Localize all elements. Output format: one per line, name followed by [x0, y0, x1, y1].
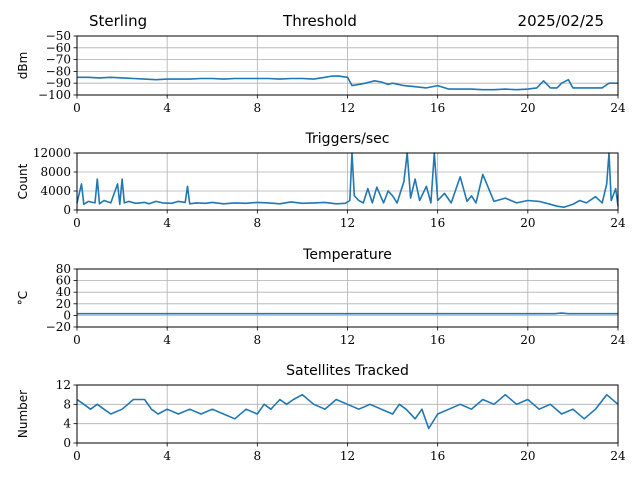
series-line — [77, 312, 618, 315]
x-tick-label: 4 — [163, 333, 171, 347]
y-tick-label: 12 — [56, 378, 71, 392]
series-line — [76, 152, 619, 208]
y-tick-label: −100 — [38, 88, 71, 102]
y-tick-label: −80 — [46, 64, 71, 78]
x-tick-label: 16 — [430, 101, 445, 115]
x-tick-label: 12 — [340, 216, 355, 230]
x-tick-label: 0 — [73, 333, 81, 347]
y-axis-label: °C — [16, 291, 30, 305]
x-tick-label: 12 — [340, 449, 355, 463]
x-tick-label: 16 — [430, 449, 445, 463]
y-tick-label: 8 — [63, 397, 71, 411]
y-tick-label: −70 — [46, 53, 71, 67]
panel-title: Satellites Tracked — [286, 363, 409, 379]
panel-title: Triggers/sec — [305, 131, 390, 147]
x-tick-label: 12 — [340, 333, 355, 347]
y-axis-label: dBm — [16, 52, 30, 80]
y-tick-label: 4 — [63, 417, 71, 431]
x-tick-label: 16 — [430, 333, 445, 347]
x-tick-label: 12 — [340, 101, 355, 115]
y-tick-label: −60 — [46, 41, 71, 55]
y-tick-label: 4000 — [40, 184, 71, 198]
x-tick-label: 24 — [610, 449, 626, 463]
x-tick-label: 16 — [430, 216, 445, 230]
x-tick-label: 20 — [520, 449, 535, 463]
x-tick-label: 20 — [520, 333, 535, 347]
y-tick-label: −20 — [46, 320, 71, 334]
x-tick-label: 20 — [520, 216, 535, 230]
panel-title: Temperature — [302, 247, 392, 263]
y-tick-label: 0 — [63, 203, 71, 217]
y-tick-label: 60 — [56, 274, 71, 288]
x-tick-label: 4 — [163, 449, 171, 463]
y-tick-label: 20 — [56, 297, 71, 311]
x-tick-label: 8 — [254, 449, 262, 463]
x-tick-label: 24 — [610, 101, 626, 115]
figure-title: Threshold — [283, 12, 357, 30]
x-tick-label: 0 — [73, 101, 81, 115]
x-tick-label: 0 — [73, 449, 81, 463]
y-tick-label: −90 — [46, 76, 71, 90]
y-axis-label: Number — [16, 390, 30, 438]
y-tick-label: 0 — [63, 436, 71, 450]
x-tick-label: 4 — [163, 216, 171, 230]
x-tick-label: 8 — [254, 101, 262, 115]
x-tick-label: 8 — [254, 216, 262, 230]
y-axis-label: Count — [16, 163, 30, 199]
y-tick-label: 12000 — [33, 146, 71, 160]
y-tick-label: 40 — [56, 285, 71, 299]
x-tick-label: 24 — [610, 333, 626, 347]
date-label: 2025/02/25 — [517, 12, 604, 30]
x-tick-label: 24 — [610, 216, 626, 230]
x-tick-label: 4 — [163, 101, 171, 115]
y-tick-label: 8000 — [40, 165, 71, 179]
x-tick-label: 8 — [254, 333, 262, 347]
x-tick-label: 0 — [73, 216, 81, 230]
y-tick-label: −50 — [46, 29, 71, 43]
series-line — [77, 75, 618, 91]
y-tick-label: 80 — [56, 262, 71, 276]
series-line — [76, 393, 619, 430]
station-name: Sterling — [89, 12, 148, 30]
x-tick-label: 20 — [520, 101, 535, 115]
y-tick-label: 0 — [63, 308, 71, 322]
